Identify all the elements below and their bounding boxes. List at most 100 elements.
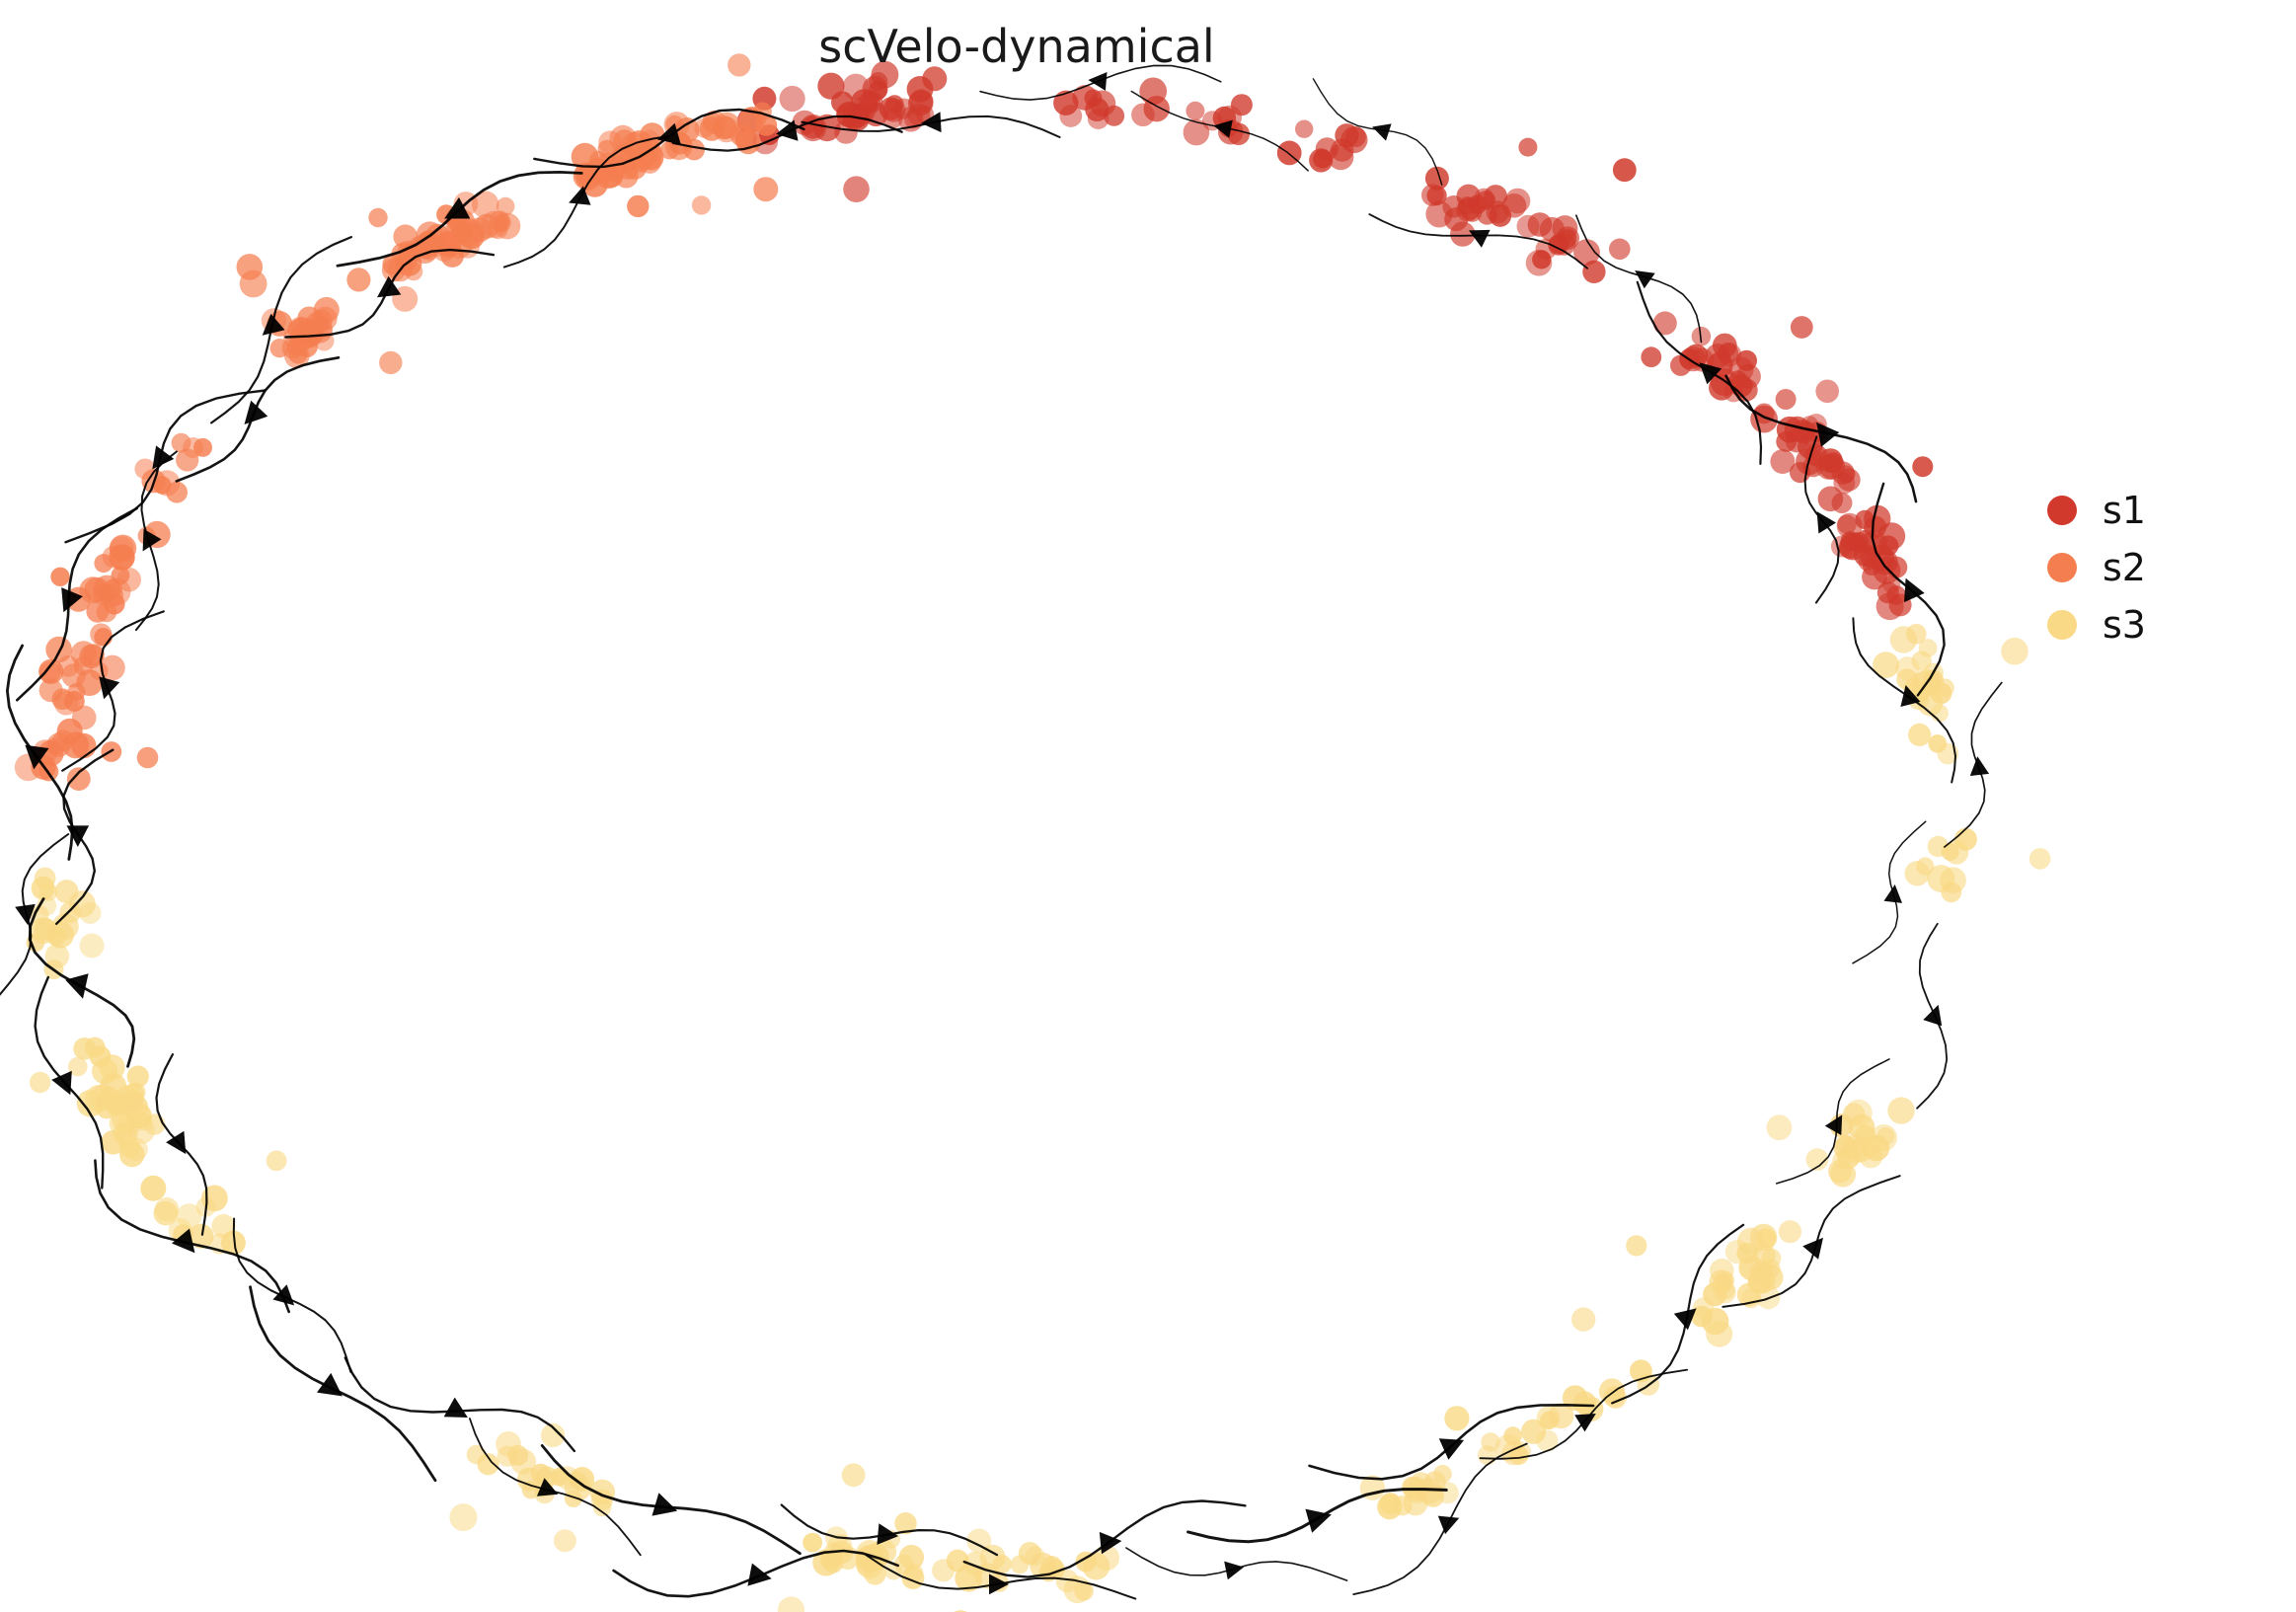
cell-point-s1 xyxy=(1518,137,1538,157)
cell-point-s1 xyxy=(1864,504,1891,532)
cell-point-s3 xyxy=(1844,1140,1868,1164)
cell-point-s1 xyxy=(1836,512,1863,539)
cell-point-s2 xyxy=(368,207,388,228)
cell-point-s1 xyxy=(1776,416,1803,443)
cell-point-s3 xyxy=(38,883,58,901)
cell-point-s3 xyxy=(1873,652,1899,678)
cell-point-s1 xyxy=(1309,148,1334,173)
cell-point-s3 xyxy=(1074,1581,1094,1601)
streamline-arrowhead-icon xyxy=(262,313,285,336)
cell-point-s3 xyxy=(1416,1478,1442,1504)
cell-point-s3 xyxy=(201,1185,228,1212)
cell-point-s3 xyxy=(1829,1161,1857,1188)
cell-point-s2 xyxy=(94,554,114,574)
cell-point-s2 xyxy=(50,567,70,586)
cell-point-s1 xyxy=(1775,389,1797,410)
cell-point-s3 xyxy=(1911,651,1932,671)
cell-point-s3 xyxy=(1749,1223,1778,1252)
streamline-arrowhead-icon xyxy=(443,1397,468,1418)
cell-point-s3 xyxy=(841,1463,866,1488)
cell-point-s3 xyxy=(126,1065,149,1088)
cell-point-s3 xyxy=(1889,626,1918,653)
cell-point-s2 xyxy=(313,296,340,323)
cell-point-s3 xyxy=(68,890,96,918)
cell-point-s3 xyxy=(477,1453,499,1476)
cell-point-s3 xyxy=(894,1512,917,1535)
legend-marker-s3 xyxy=(2047,610,2077,640)
cell-point-s3 xyxy=(966,1528,992,1554)
cell-point-s2 xyxy=(474,213,499,239)
cell-point-s3 xyxy=(803,1532,822,1553)
cell-point-s3 xyxy=(89,1045,112,1068)
cell-point-s3 xyxy=(134,1112,153,1131)
cell-point-s1 xyxy=(1582,260,1606,283)
cell-point-s2 xyxy=(109,544,135,571)
streamline-arrowhead-icon xyxy=(921,112,942,133)
streamline-arrowhead-icon xyxy=(244,400,268,424)
cell-point-s3 xyxy=(1927,835,1950,858)
cell-point-s3 xyxy=(1082,1553,1110,1580)
streamline-arrowhead-icon xyxy=(656,122,681,145)
cell-point-s2 xyxy=(596,152,618,173)
cell-point-s2 xyxy=(683,138,705,161)
cell-point-s3 xyxy=(1377,1494,1403,1519)
cell-point-s2 xyxy=(735,129,761,155)
cell-point-s1 xyxy=(1876,581,1899,604)
cell-point-s1 xyxy=(1790,316,1813,339)
cell-point-s2 xyxy=(379,350,403,375)
streamline-arrowhead-icon xyxy=(1469,229,1491,248)
streamline-arrowhead-icon xyxy=(317,1372,343,1397)
cell-point-s3 xyxy=(777,1596,805,1612)
cell-point-s1 xyxy=(779,85,805,113)
cell-point-s3 xyxy=(79,933,105,959)
cell-point-s3 xyxy=(1716,1270,1734,1290)
streamline-arrowhead-icon xyxy=(377,275,402,298)
cell-point-s3 xyxy=(1953,827,1977,851)
legend-marker-s2 xyxy=(2047,553,2077,582)
streamline-arrowhead-icon xyxy=(1802,1237,1823,1260)
streamline-arrowhead-icon xyxy=(142,528,162,552)
cell-point-s3 xyxy=(1845,1099,1873,1127)
cell-point-s3 xyxy=(1010,1555,1030,1574)
cell-point-s2 xyxy=(90,661,109,680)
cell-point-s1 xyxy=(1609,238,1631,261)
cell-point-s1 xyxy=(1559,229,1577,248)
streamline-arrowhead-icon xyxy=(569,186,591,205)
cell-point-s3 xyxy=(564,1474,592,1501)
streamline-arrowhead-icon xyxy=(1816,511,1836,534)
cell-point-s2 xyxy=(57,654,80,677)
streamline-arrowhead-icon xyxy=(1900,685,1921,707)
cell-point-s3 xyxy=(1706,1320,1733,1347)
cell-point-s2 xyxy=(166,481,189,503)
streamline-arrowhead-icon xyxy=(25,744,49,770)
streamline-arrowhead-icon xyxy=(1305,1508,1332,1533)
cell-point-s1 xyxy=(1612,158,1637,183)
streamline-arrowhead-icon xyxy=(1224,1561,1245,1580)
streamline xyxy=(64,389,267,544)
cell-point-s3 xyxy=(1521,1419,1547,1444)
legend: s1 s2 s3 xyxy=(2047,492,2146,644)
cell-point-s2 xyxy=(446,218,466,237)
cell-point-s3 xyxy=(122,1090,144,1112)
cell-point-s3 xyxy=(820,1549,841,1571)
cell-point-s3 xyxy=(541,1422,566,1447)
streamline-arrowhead-icon xyxy=(747,1563,772,1586)
cell-point-s3 xyxy=(1747,1270,1772,1294)
cell-point-s3 xyxy=(1572,1391,1597,1415)
cell-point-s3 xyxy=(497,1445,518,1467)
streamline xyxy=(344,1356,575,1453)
cell-point-s2 xyxy=(577,164,599,187)
streamline-arrowhead-icon xyxy=(1883,884,1902,903)
cell-point-s3 xyxy=(118,1141,145,1168)
cell-point-s2 xyxy=(691,195,712,215)
cell-point-s3 xyxy=(2028,848,2051,870)
streamline-arrowhead-icon xyxy=(1213,119,1233,138)
streamline-arrowhead-icon xyxy=(1969,756,1990,776)
streamline-arrowhead-icon xyxy=(51,1070,72,1096)
cell-point-s1 xyxy=(1186,101,1205,120)
cell-point-s2 xyxy=(236,254,264,280)
cell-point-s1 xyxy=(1817,486,1844,512)
streamline-arrowhead-icon xyxy=(166,1130,187,1155)
cell-point-s1 xyxy=(1084,89,1103,108)
